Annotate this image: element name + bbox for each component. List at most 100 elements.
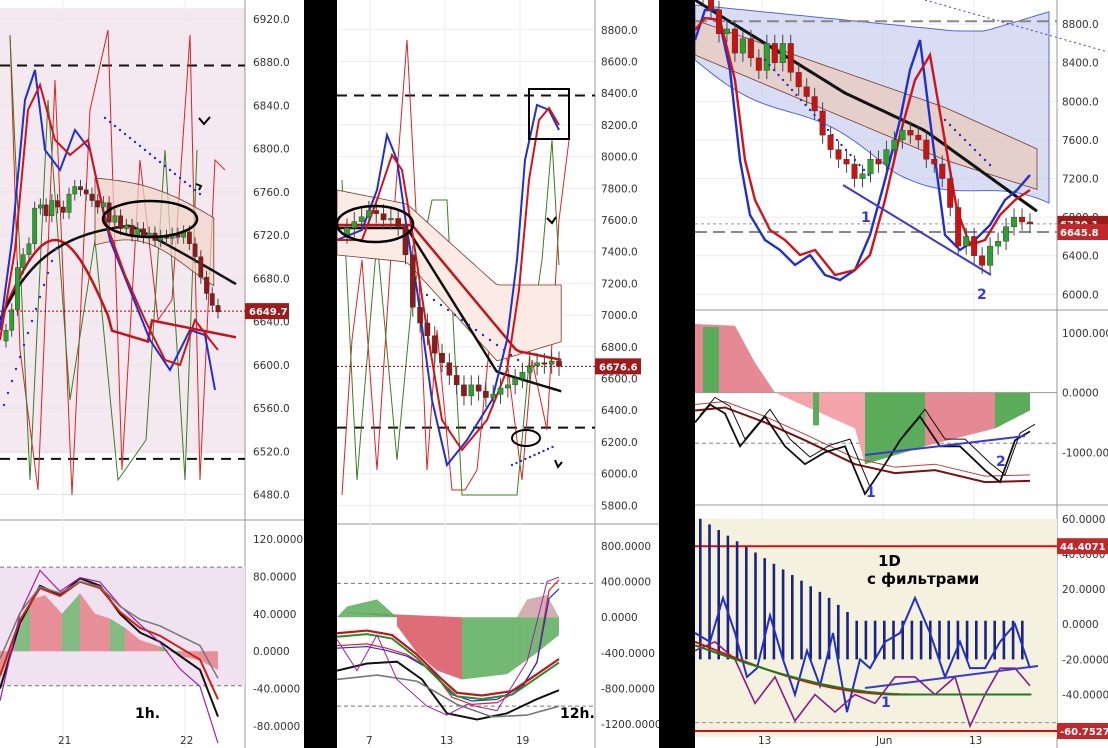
candle xyxy=(1011,216,1018,227)
osc-tick-label: -20.0000 xyxy=(1062,654,1108,666)
divergence-trendline xyxy=(864,665,1039,689)
candle xyxy=(198,256,204,278)
candle xyxy=(72,186,78,195)
macd-signal-line xyxy=(695,406,1031,484)
osc-level-tag xyxy=(1057,538,1108,555)
psar-dot xyxy=(772,68,776,72)
osc-histogram-bar xyxy=(754,552,757,660)
psar-dot xyxy=(968,143,972,147)
candle xyxy=(215,305,221,313)
candle xyxy=(548,360,555,365)
price-tick-label: 6200.0 xyxy=(601,437,638,449)
price-tick-label: 6400.0 xyxy=(1062,251,1099,263)
candle xyxy=(32,207,38,244)
macd-histogram xyxy=(865,392,925,465)
candle xyxy=(715,9,722,34)
psar-dot xyxy=(10,379,14,383)
candle xyxy=(358,216,365,222)
osc-histogram xyxy=(62,593,80,652)
osc-histogram-bar xyxy=(735,541,739,660)
osc-histogram-bar xyxy=(772,563,776,660)
thin-green-indicator xyxy=(9,34,198,482)
candle xyxy=(49,200,55,216)
candle xyxy=(947,178,954,208)
osc-gray-line xyxy=(337,674,560,718)
candle xyxy=(923,139,930,160)
candle xyxy=(851,163,858,179)
psar-dot xyxy=(188,184,192,188)
psar-dot xyxy=(22,343,26,347)
osc-tick-label: 20.0000 xyxy=(1062,584,1105,596)
psar-dot xyxy=(2,403,6,407)
candle xyxy=(867,159,874,174)
candle xyxy=(461,384,467,397)
current-price-tag xyxy=(595,358,641,375)
psar-dot xyxy=(446,308,450,312)
psar-dot xyxy=(6,391,10,395)
psar-dot xyxy=(546,447,550,451)
psar-dot xyxy=(973,148,977,152)
osc-histogram xyxy=(462,617,559,680)
psar-dot xyxy=(46,271,50,275)
osc-histogram-bar xyxy=(901,620,904,660)
macd-histogram xyxy=(925,392,995,447)
price-tick-label: 8800.0 xyxy=(601,25,638,37)
divergence-trendline xyxy=(842,184,992,276)
psar-dot xyxy=(425,293,429,297)
psar-dot xyxy=(983,158,987,162)
price-tick-label: 6920.0 xyxy=(253,14,290,26)
osc-histogram xyxy=(110,618,125,652)
price-tick-label: 8200.0 xyxy=(601,120,638,132)
psar-dot xyxy=(849,153,852,157)
annotation-label: 2 xyxy=(996,454,1006,470)
macd-line xyxy=(695,401,1031,477)
price-tick-label: 6000.0 xyxy=(1062,289,1099,301)
osc-histogram-bar xyxy=(791,575,794,660)
osc-histogram-bar xyxy=(800,580,803,660)
candle xyxy=(979,255,986,266)
osc-gray-line xyxy=(0,580,219,679)
candle xyxy=(731,28,738,54)
macd-histogram xyxy=(995,392,1030,429)
annotation-ellipse xyxy=(101,199,199,239)
candle xyxy=(55,200,60,208)
candle xyxy=(963,236,970,247)
osc-histogram-bar xyxy=(910,620,914,660)
price-tick-label: 6880.0 xyxy=(253,57,290,69)
candle xyxy=(1027,221,1034,225)
psar-dot xyxy=(537,451,541,455)
psar-dot xyxy=(786,83,789,87)
psar-dot xyxy=(862,168,866,172)
psar-dot xyxy=(118,128,122,132)
osc-histogram xyxy=(125,627,140,652)
osc-red-line xyxy=(337,629,560,697)
osc-tick-label: 40.0000 xyxy=(253,609,296,621)
candle xyxy=(505,384,511,389)
osc-histogram xyxy=(45,595,62,652)
candle xyxy=(417,306,423,324)
price-tick-label: 7800.0 xyxy=(601,183,638,195)
price-tick-label: 7000.0 xyxy=(601,310,638,322)
psar-dot xyxy=(826,128,830,132)
osc-histogram-bar xyxy=(993,620,996,660)
time-tick-label: 22 xyxy=(180,735,193,747)
psar-dot xyxy=(50,259,54,263)
osc-histogram xyxy=(95,613,110,652)
psar-dot xyxy=(509,353,513,357)
psar-dot xyxy=(867,173,870,177)
psar-dot xyxy=(840,143,843,147)
candle xyxy=(15,267,20,310)
psar-dot xyxy=(502,348,506,352)
candle xyxy=(43,204,49,216)
time-tick-label: 21 xyxy=(58,735,71,747)
osc-tick-label: 0.0000 xyxy=(253,646,290,658)
price-tick-label: 6400.0 xyxy=(601,405,638,417)
psar-dot xyxy=(439,303,443,307)
candle xyxy=(209,293,215,306)
macd-tick-label: -1000.0000 xyxy=(1062,447,1108,459)
psar-dot xyxy=(958,133,962,137)
osc-histogram xyxy=(30,595,45,652)
current-price-tag xyxy=(245,303,289,320)
osc-histogram-bar xyxy=(1011,620,1015,660)
osc-histogram xyxy=(517,594,559,618)
